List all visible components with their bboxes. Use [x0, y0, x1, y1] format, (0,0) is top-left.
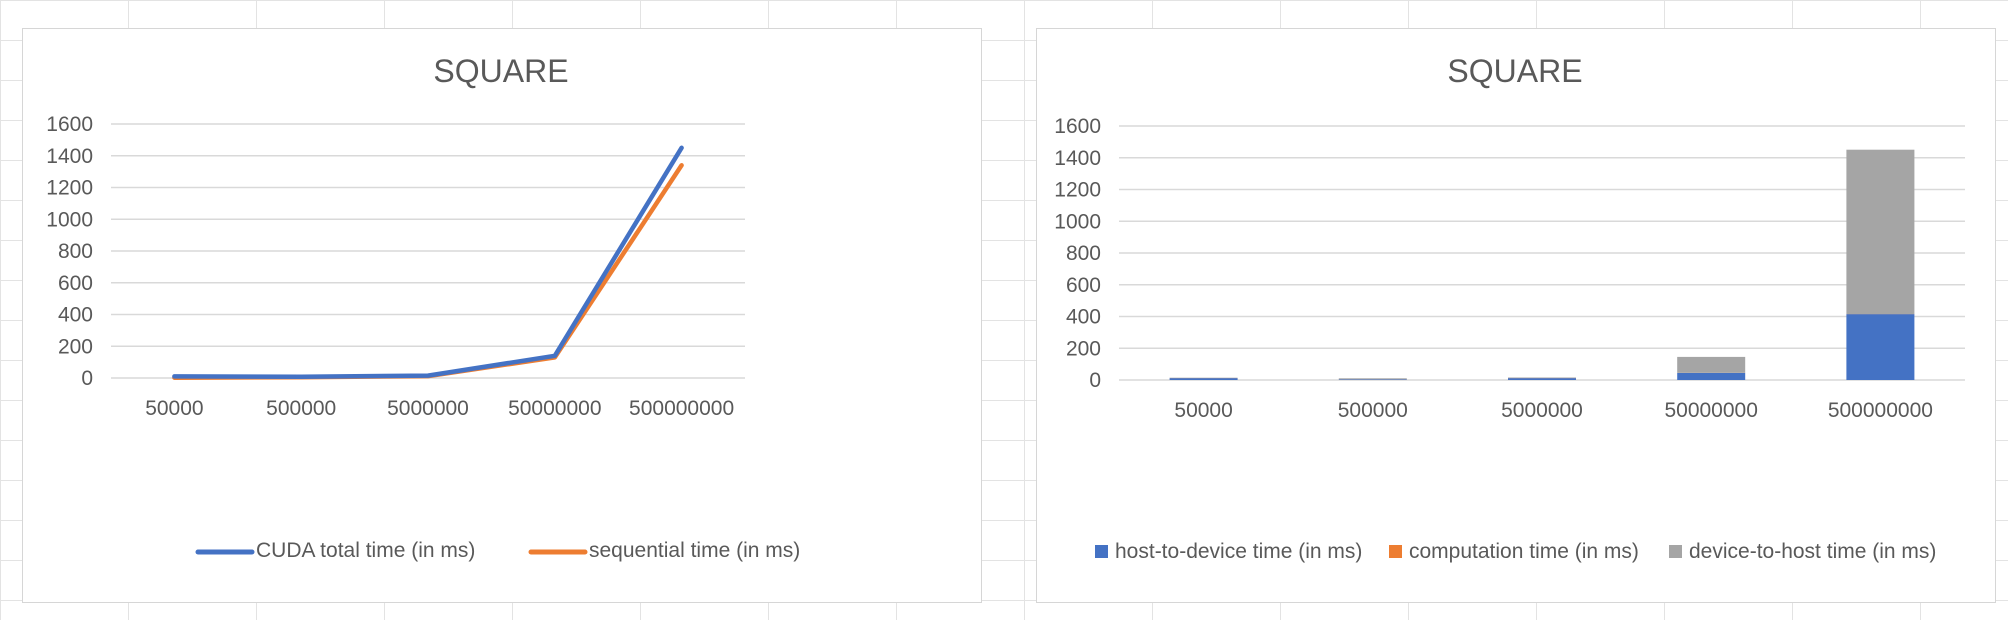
y-tick-label: 0 [1089, 369, 1101, 392]
x-tick-label: 50000 [145, 397, 203, 420]
y-tick-label: 200 [58, 335, 93, 358]
legend-label: device-to-host time (in ms) [1689, 540, 1936, 563]
y-tick-label: 600 [58, 272, 93, 295]
legend-label: CUDA total time (in ms) [256, 539, 475, 562]
series-lines [172, 145, 684, 380]
bar-segment [1338, 379, 1407, 380]
line-chart[interactable]: SQUARE 0 200 400 600 800 1000 1200 1400 1600 500… [22, 28, 982, 603]
legend-swatch [1669, 545, 1682, 558]
y-tick-label: 1600 [46, 113, 93, 136]
y-tick-label: 800 [58, 240, 93, 263]
y-tick-label: 600 [1066, 274, 1101, 297]
legend: CUDA total time (in ms) sequential time (… [195, 539, 800, 562]
bar-segment [1508, 378, 1576, 380]
y-tick-label: 1000 [1054, 210, 1101, 233]
y-tick-label: 1400 [1054, 147, 1101, 170]
chart-title: SQUARE [433, 53, 568, 89]
stacked-bar-chart-svg: SQUARE 0 200 400 600 800 1000 1200 1400 1600 500… [1054, 53, 1965, 563]
bar-segment [1508, 377, 1576, 378]
bar-segment [1677, 372, 1746, 380]
x-tick-label: 50000000 [508, 397, 601, 420]
y-tick-label: 0 [81, 367, 93, 390]
y-tick-label: 200 [1066, 337, 1101, 360]
x-tick-labels: 50000 500000 5000000 50000000 500000000 [145, 397, 734, 420]
y-tick-label: 1200 [46, 177, 93, 200]
bar-segment [1338, 378, 1407, 380]
y-tick-label: 1000 [46, 208, 93, 231]
stacked-bar-chart[interactable]: SQUARE 0 200 400 600 800 1000 1200 1400 1600 500… [1036, 28, 1996, 603]
y-tick-label: 1400 [46, 145, 93, 168]
legend-swatch [1095, 545, 1108, 558]
legend-label: sequential time (in ms) [589, 539, 800, 562]
bar-segment [1677, 356, 1746, 373]
y-tick-labels: 0 200 400 600 800 1000 1200 1400 1600 [46, 113, 93, 390]
gridlines [1119, 125, 1965, 381]
chart-title: SQUARE [1447, 53, 1582, 89]
legend: host-to-device time (in ms) computation t… [1095, 540, 1936, 563]
gridlines [111, 123, 745, 379]
x-tick-label: 50000 [1174, 399, 1232, 422]
y-tick-label: 1600 [1054, 115, 1101, 138]
line-chart-svg: SQUARE 0 200 400 600 800 1000 1200 1400 1600 500… [46, 53, 800, 562]
legend-swatch [1389, 545, 1402, 558]
x-tick-label: 5000000 [1501, 399, 1583, 422]
bar-segment [1169, 378, 1238, 380]
legend-label: computation time (in ms) [1409, 540, 1639, 563]
y-tick-label: 400 [58, 304, 93, 327]
bar-segment [1846, 149, 1915, 314]
x-tick-label: 500000 [266, 397, 336, 420]
x-tick-label: 500000000 [629, 397, 734, 420]
legend-label: host-to-device time (in ms) [1115, 540, 1362, 563]
y-tick-labels: 0 200 400 600 800 1000 1200 1400 1600 [1054, 115, 1101, 392]
x-tick-label: 500000 [1338, 399, 1408, 422]
x-tick-label: 50000000 [1664, 399, 1757, 422]
stacked-bars [1169, 149, 1915, 380]
x-tick-label: 5000000 [387, 397, 469, 420]
y-tick-label: 800 [1066, 242, 1101, 265]
y-tick-label: 400 [1066, 306, 1101, 329]
x-tick-label: 500000000 [1828, 399, 1933, 422]
series-line [172, 145, 684, 379]
x-tick-labels: 50000 500000 5000000 50000000 500000000 [1174, 399, 1933, 422]
bar-segment [1846, 314, 1915, 380]
y-tick-label: 1200 [1054, 179, 1101, 202]
